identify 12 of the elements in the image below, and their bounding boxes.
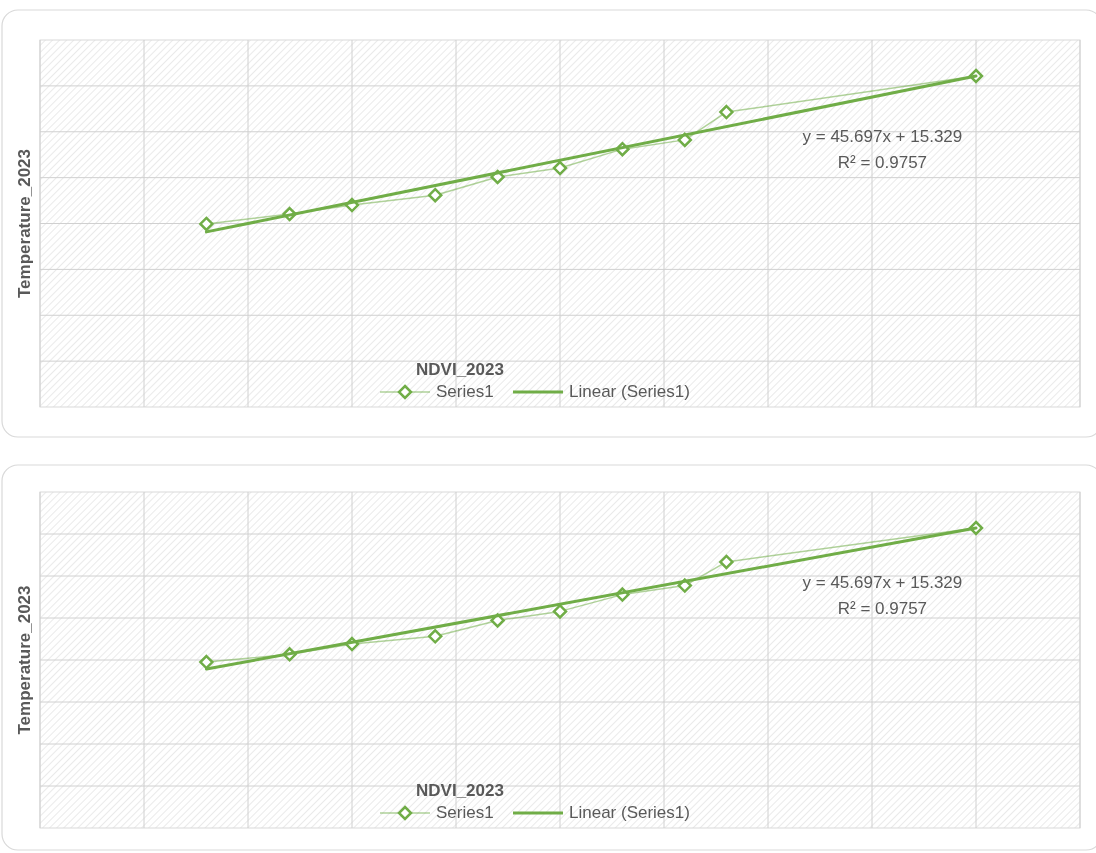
x-axis-title: NDVI_2023 [416,781,504,800]
legend-label: Linear (Series1) [569,382,690,401]
annotation: R² = 0.9757 [837,599,928,618]
annotation: R² = 0.9757 [837,153,928,173]
annotation: y = 45.697x + 15.329 [802,127,963,147]
legend-label: Series1 [436,803,494,822]
legend-label: Linear (Series1) [569,803,690,822]
annotation: y = 45.697x + 15.329 [802,573,963,592]
y-axis-title: Temperature_2023 [15,585,34,735]
y-axis-title: Temperature_2023 [15,149,34,298]
legend-label: Series1 [436,382,494,401]
x-axis-title: NDVI_2023 [416,360,504,379]
